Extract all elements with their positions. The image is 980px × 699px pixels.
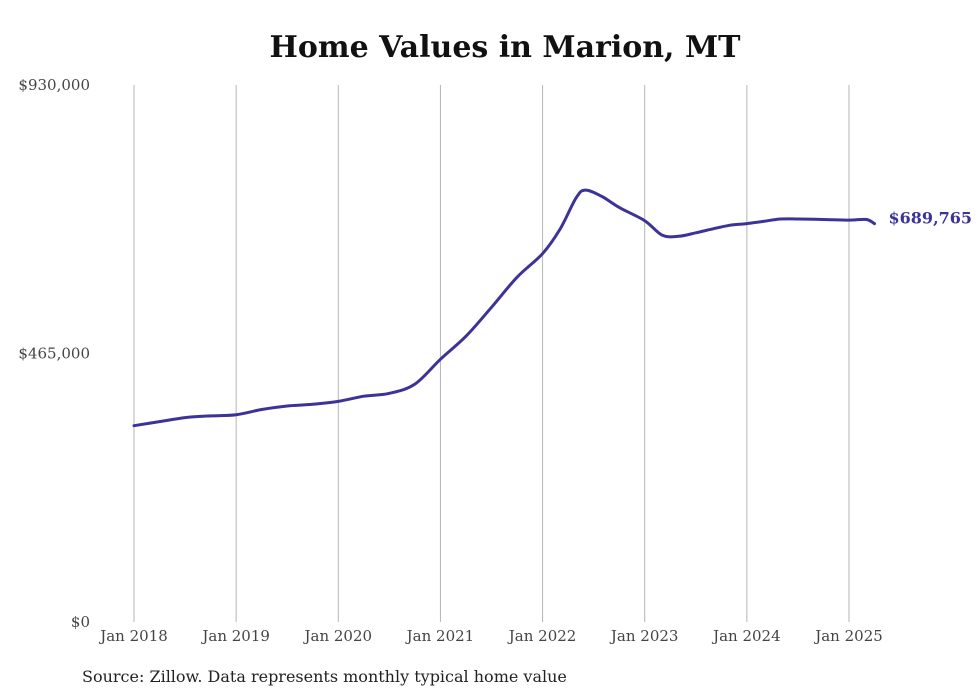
x-tick-label: Jan 2022	[507, 627, 577, 645]
x-tick-label: Jan 2023	[609, 627, 679, 645]
x-tick-label: Jan 2018	[98, 627, 168, 645]
x-tick-label: Jan 2021	[405, 627, 475, 645]
x-tick-label: Jan 2024	[711, 627, 781, 645]
x-tick-label: Jan 2019	[200, 627, 270, 645]
y-tick-label: $0	[71, 613, 90, 631]
x-tick-label: Jan 2020	[303, 627, 373, 645]
y-tick-label: $930,000	[18, 76, 90, 94]
chart-title: Home Values in Marion, MT	[269, 30, 741, 65]
end-value-label: $689,765	[889, 209, 973, 228]
source-note: Source: Zillow. Data represents monthly …	[82, 667, 567, 686]
series-line	[132, 188, 876, 428]
x-tick-label: Jan 2025	[813, 627, 883, 645]
y-tick-label: $465,000	[18, 345, 90, 363]
